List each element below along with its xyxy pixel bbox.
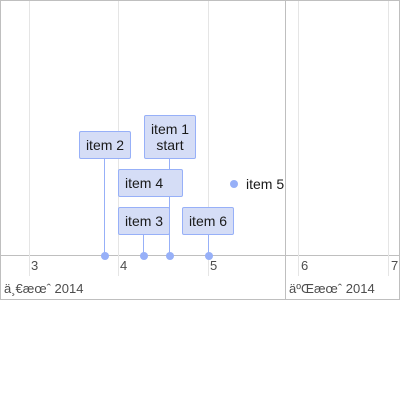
item-label: item 1 xyxy=(150,121,190,137)
timeline-item-2[interactable]: item 2 xyxy=(79,131,131,159)
grid-line-minor xyxy=(29,1,30,276)
timeline[interactable]: 3 4 5 6 7 ä¸€æœˆ 2014 äºŒæœˆ 2014 item 2… xyxy=(0,0,400,300)
item-connector-line xyxy=(208,234,209,255)
axis-minor-label: 4 xyxy=(120,258,128,273)
item-label: start xyxy=(156,137,184,153)
axis-minor-label: 5 xyxy=(210,258,218,273)
grid-line-minor xyxy=(208,1,209,276)
grid-line-major xyxy=(285,1,286,299)
item-axis-dot xyxy=(205,252,213,260)
axis-minor-label: 6 xyxy=(301,258,309,273)
axis-minor-label: 3 xyxy=(31,258,39,273)
timeline-item-1[interactable]: item 1 start xyxy=(144,115,196,159)
item-connector-line xyxy=(169,158,170,255)
item-label: item 6 xyxy=(188,213,228,229)
item-axis-dot xyxy=(101,252,109,260)
axis-minor-label: 7 xyxy=(391,258,399,273)
axis-major-label: ä¸€æœˆ 2014 xyxy=(4,281,84,296)
timeline-item-4[interactable]: item 4 xyxy=(118,169,183,197)
item-label: item 3 xyxy=(124,213,164,229)
item-label: item 5 xyxy=(246,176,285,192)
grid-line-minor xyxy=(298,1,299,276)
item-connector-line xyxy=(104,158,105,255)
item-label: item 2 xyxy=(85,137,125,153)
timeline-item-6[interactable]: item 6 xyxy=(182,207,234,235)
point-dot xyxy=(230,180,238,188)
item-axis-dot xyxy=(166,252,174,260)
axis-major-label: äºŒæœˆ 2014 xyxy=(289,281,375,296)
timeline-item-5[interactable]: item 5 xyxy=(230,175,300,193)
timeline-center-panel xyxy=(1,1,399,256)
item-axis-dot xyxy=(140,252,148,260)
grid-line-minor xyxy=(388,1,389,276)
timeline-item-3[interactable]: item 3 xyxy=(118,207,170,235)
item-connector-line xyxy=(143,234,144,255)
item-label: item 4 xyxy=(125,175,164,191)
